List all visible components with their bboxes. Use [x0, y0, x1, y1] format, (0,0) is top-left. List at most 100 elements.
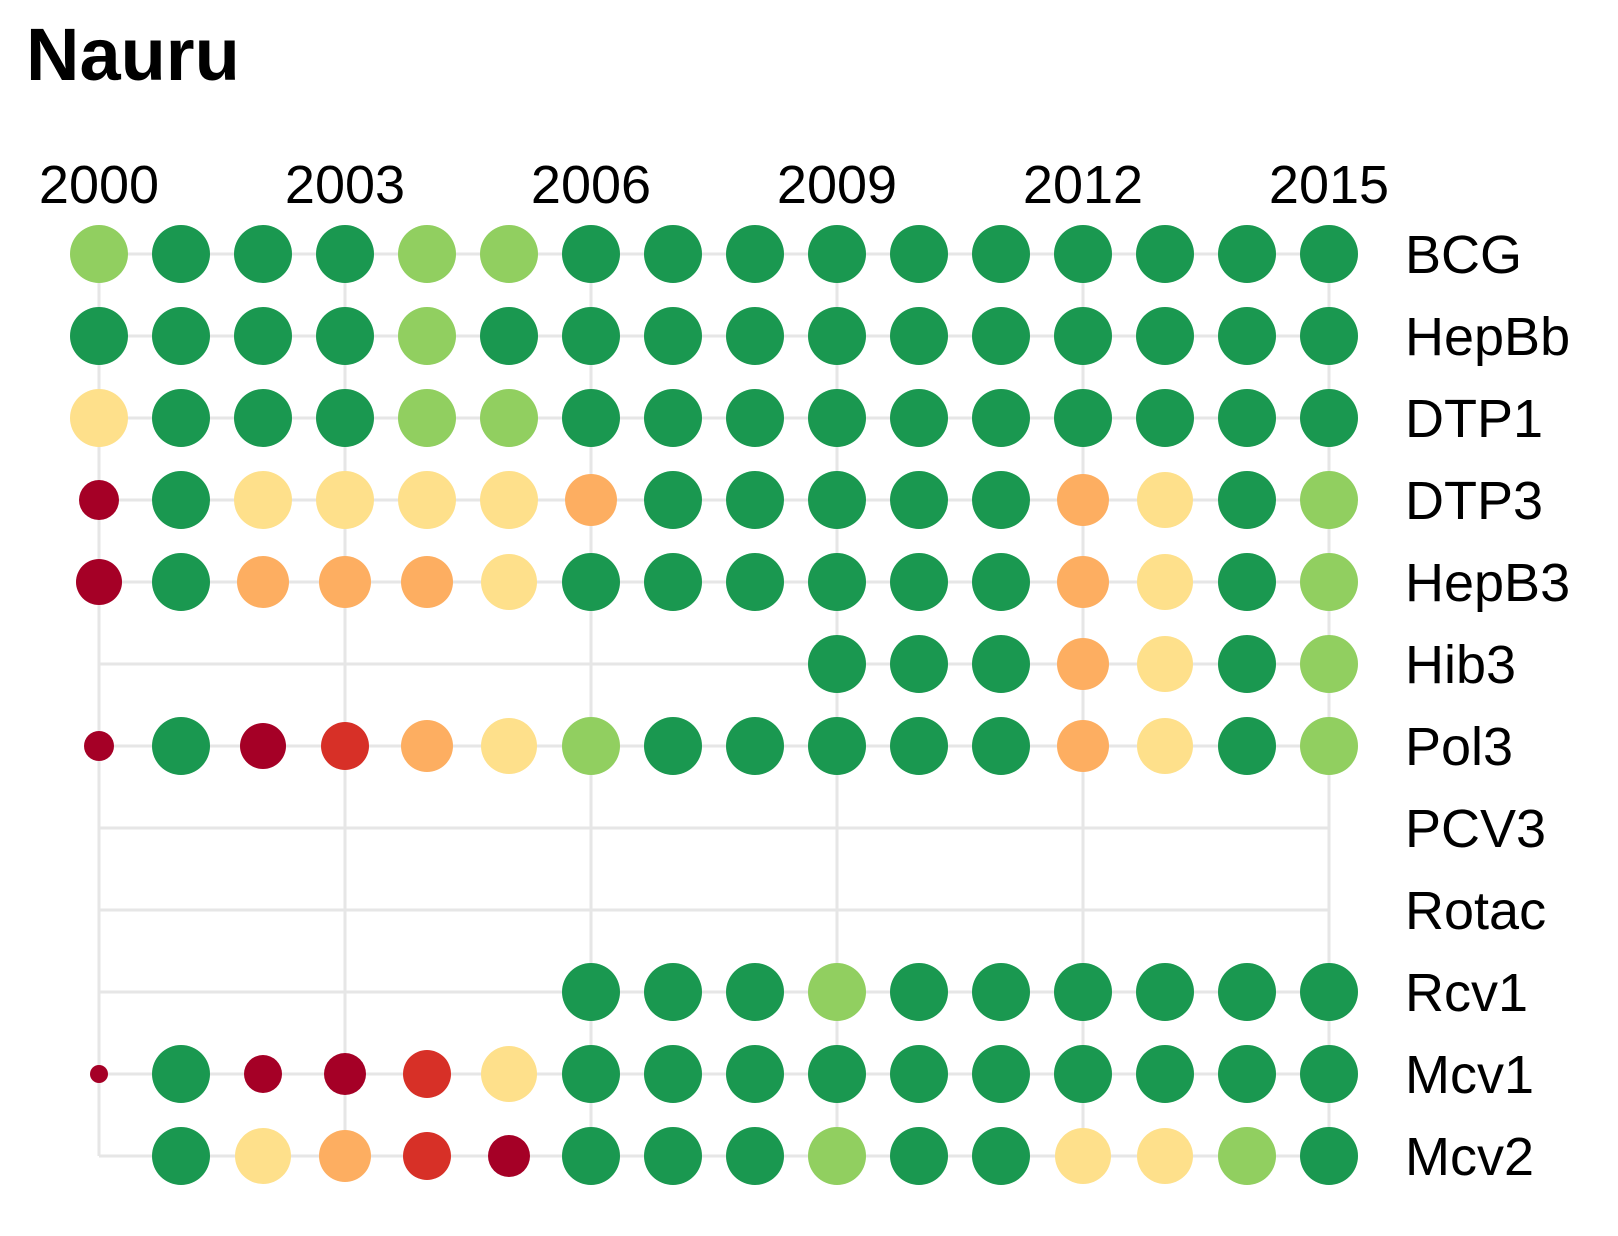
dot-mcv1-2013 [1136, 1045, 1194, 1103]
dot-rcv1-2013 [1136, 963, 1194, 1021]
dot-hepbb-2014 [1218, 307, 1276, 365]
dot-dtp3-2005 [480, 471, 538, 529]
dot-hepb3-2006 [562, 553, 620, 611]
dot-hepb3-2002 [237, 556, 289, 608]
dot-dtp1-2013 [1136, 389, 1194, 447]
dot-mcv2-2002 [235, 1128, 291, 1184]
x-tick-label-2012: 2012 [1023, 155, 1143, 215]
dot-dtp3-2001 [152, 471, 210, 529]
dot-mcv1-2006 [562, 1045, 620, 1103]
dot-pol3-2003 [321, 722, 369, 770]
dot-hepb3-2015 [1300, 553, 1358, 611]
dot-hepb3-2009 [808, 553, 866, 611]
dot-hib3-2014 [1218, 635, 1276, 693]
dot-hepbb-2009 [808, 307, 866, 365]
dot-mcv1-2001 [152, 1045, 210, 1103]
row-label-pcv3: PCV3 [1405, 799, 1546, 859]
dot-bcg-2013 [1136, 225, 1194, 283]
dot-mcv1-2009 [808, 1045, 866, 1103]
dot-hepb3-2007 [644, 553, 702, 611]
dot-bcg-2006 [562, 225, 620, 283]
row-labels: BCG HepBb DTP1 DTP3 HepB3 Hib3 Pol3 PCV3 Rotac Rc… [1405, 225, 1570, 1187]
dot-hepbb-2013 [1136, 307, 1194, 365]
dot-pol3-2013 [1137, 718, 1193, 774]
dot-rcv1-2008 [726, 963, 784, 1021]
dot-bcg-2014 [1218, 225, 1276, 283]
dot-mcv1-2003 [324, 1053, 366, 1095]
x-tick-labels: 2000 2003 2006 2009 2012 2015 [39, 155, 1389, 215]
dot-hib3-2012 [1057, 638, 1109, 690]
dot-bcg-2004 [398, 225, 456, 283]
dot-hepb3-2005 [481, 554, 537, 610]
dot-rcv1-2009 [808, 963, 866, 1021]
dot-hepbb-2004 [398, 307, 456, 365]
dot-rcv1-2011 [972, 963, 1030, 1021]
dot-dtp1-2003 [316, 389, 374, 447]
dot-dtp1-2002 [234, 389, 292, 447]
dot-dtp1-2010 [890, 389, 948, 447]
dot-rcv1-2014 [1218, 963, 1276, 1021]
dot-bcg-2009 [808, 225, 866, 283]
dot-pol3-2008 [726, 717, 784, 775]
dot-bcg-2003 [316, 225, 374, 283]
dot-mcv2-2012 [1055, 1128, 1111, 1184]
dot-bcg-2008 [726, 225, 784, 283]
dot-layer [70, 225, 1358, 1185]
dot-mcv2-2009 [808, 1127, 866, 1185]
dot-dtp1-2014 [1218, 389, 1276, 447]
dot-dtp1-2001 [152, 389, 210, 447]
row-label-rotac: Rotac [1405, 881, 1546, 941]
dot-hib3-2010 [890, 635, 948, 693]
dot-mcv2-2008 [726, 1127, 784, 1185]
dot-hepb3-2000 [76, 559, 122, 605]
dot-mcv1-2002 [244, 1055, 282, 1093]
dot-pol3-2001 [152, 717, 210, 775]
dot-rcv1-2010 [890, 963, 948, 1021]
dot-dtp3-2008 [726, 471, 784, 529]
dot-hepbb-2005 [480, 307, 538, 365]
dot-dtp3-2011 [972, 471, 1030, 529]
dot-mcv2-2005 [488, 1135, 530, 1177]
dot-dtp3-2000 [79, 480, 119, 520]
chart-title: Nauru [26, 13, 240, 96]
dot-hepbb-2008 [726, 307, 784, 365]
dot-mcv2-2003 [319, 1130, 371, 1182]
dot-rcv1-2012 [1054, 963, 1112, 1021]
dot-pol3-2015 [1300, 717, 1358, 775]
dot-mcv2-2010 [890, 1127, 948, 1185]
row-label-pol3: Pol3 [1405, 717, 1513, 777]
x-tick-label-2000: 2000 [39, 155, 159, 215]
dot-mcv2-2001 [152, 1127, 210, 1185]
dot-mcv2-2011 [972, 1127, 1030, 1185]
dot-mcv1-2005 [481, 1046, 537, 1102]
dot-hepb3-2003 [319, 556, 371, 608]
dot-hepb3-2014 [1218, 553, 1276, 611]
dot-hib3-2009 [808, 635, 866, 693]
dot-mcv2-2015 [1300, 1127, 1358, 1185]
x-tick-label-2006: 2006 [531, 155, 651, 215]
dot-dtp3-2013 [1137, 472, 1193, 528]
dot-dtp1-2007 [644, 389, 702, 447]
row-label-hib3: Hib3 [1405, 635, 1516, 695]
dot-hepb3-2012 [1057, 556, 1109, 608]
dot-mcv1-2004 [403, 1050, 451, 1098]
dot-hepb3-2008 [726, 553, 784, 611]
dot-bcg-2010 [890, 225, 948, 283]
dot-hepbb-2012 [1054, 307, 1112, 365]
dot-dtp1-2006 [562, 389, 620, 447]
dot-dtp1-2008 [726, 389, 784, 447]
dot-dtp3-2002 [234, 471, 292, 529]
dot-pol3-2009 [808, 717, 866, 775]
dot-hepbb-2002 [234, 307, 292, 365]
row-label-rcv1: Rcv1 [1405, 963, 1528, 1023]
dot-dtp1-2015 [1300, 389, 1358, 447]
dot-pol3-2002 [240, 723, 286, 769]
dot-bcg-2012 [1054, 225, 1112, 283]
dot-bcg-2011 [972, 225, 1030, 283]
dot-dtp1-2011 [972, 389, 1030, 447]
dot-hepb3-2013 [1137, 554, 1193, 610]
row-label-hepb3: HepB3 [1405, 553, 1570, 613]
dot-dtp3-2009 [808, 471, 866, 529]
dot-hepbb-2007 [644, 307, 702, 365]
